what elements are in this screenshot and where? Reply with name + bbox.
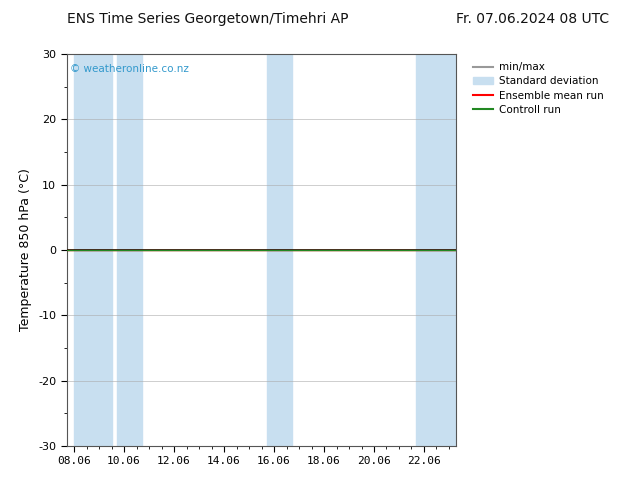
Legend: min/max, Standard deviation, Ensemble mean run, Controll run: min/max, Standard deviation, Ensemble me… — [470, 59, 607, 118]
Bar — [417, 54, 456, 446]
Text: © weatheronline.co.nz: © weatheronline.co.nz — [70, 64, 190, 74]
Bar — [117, 54, 141, 446]
Text: Fr. 07.06.2024 08 UTC: Fr. 07.06.2024 08 UTC — [456, 12, 610, 26]
Bar — [74, 54, 112, 446]
Bar — [266, 54, 292, 446]
Text: ENS Time Series Georgetown/Timehri AP: ENS Time Series Georgetown/Timehri AP — [67, 12, 348, 26]
Y-axis label: Temperature 850 hPa (°C): Temperature 850 hPa (°C) — [20, 169, 32, 331]
